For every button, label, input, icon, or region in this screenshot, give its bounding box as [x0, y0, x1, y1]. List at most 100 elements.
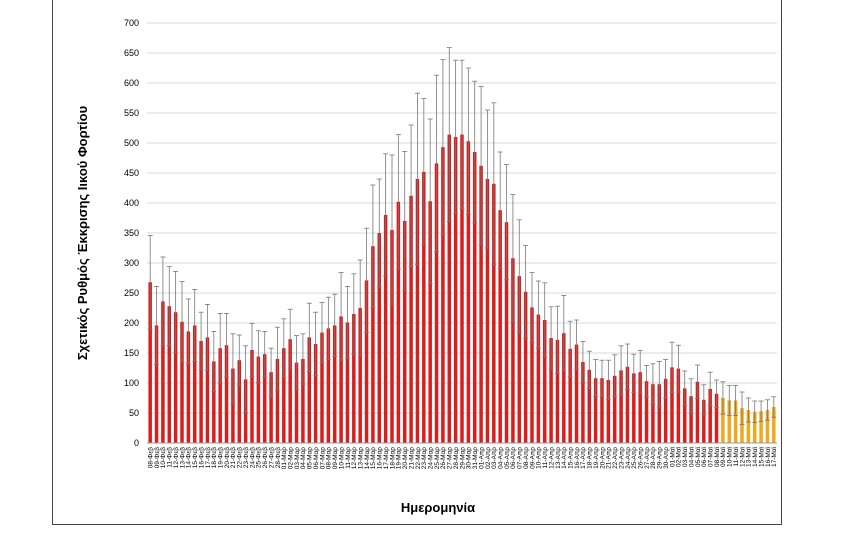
x-tick-label: 15-Μαϊ [758, 446, 765, 467]
x-tick-label: 22-Απρ [612, 447, 619, 469]
bar [453, 137, 458, 443]
x-tick-label: 16-Μαϊ [765, 446, 772, 467]
bar [740, 408, 744, 443]
x-tick-label: 08-Φεβ [147, 447, 154, 468]
x-tick-label: 25-Μαρ [434, 447, 441, 470]
x-tick-label: 10-Απρ [536, 447, 543, 469]
x-tick-label: 24-Φεβ [249, 447, 256, 468]
x-tick-label: 04-Μαρ [300, 447, 307, 470]
bar [549, 338, 553, 443]
x-tick-label: 21-Απρ [606, 447, 613, 469]
y-axis-ticks: 0 50 100 150 200 250 300 350 400 450 500 550 600 650 7… [124, 18, 139, 448]
bar [676, 368, 681, 443]
x-tick-label: 27-Μαρ [447, 447, 454, 470]
x-tick-label: 12-Φεβ [173, 447, 180, 468]
x-tick-label: 22-Μαρ [415, 447, 422, 470]
x-tick-label: 05-Μαρ [307, 447, 314, 470]
bar [332, 325, 337, 443]
y-tick-label: 250 [124, 288, 139, 298]
y-tick-label: 400 [124, 198, 139, 208]
x-tick-label: 08-Απρ [523, 447, 530, 469]
y-tick-label: 500 [124, 138, 139, 148]
x-tick-label: 07-Μαρ [319, 447, 326, 470]
x-tick-label: 06-Απρ [510, 447, 517, 469]
bar [383, 215, 388, 443]
bar [326, 328, 331, 443]
bar [320, 332, 324, 443]
x-tick-label: 28-Φεβ [275, 447, 282, 468]
x-tick-label: 29-Μαρ [459, 447, 466, 470]
x-tick-label: 17-Μαϊ [771, 446, 778, 467]
x-tick-label: 16-Φεβ [198, 447, 205, 468]
bar [352, 314, 356, 443]
bar [396, 201, 401, 443]
x-tick-label: 12-Μαρ [351, 447, 358, 470]
x-tick-label: 05-Μαϊ [695, 446, 702, 467]
bar [415, 179, 420, 443]
bar [364, 280, 369, 443]
bar [212, 361, 216, 443]
bar [422, 171, 426, 444]
x-axis-ticks: 08-Φεβ 09-Φεβ 10-Φεβ 11-Φεβ 12-Φεβ 13-Φεβ 14-Φ… [147, 446, 778, 469]
bar [313, 344, 318, 443]
bar [460, 134, 464, 443]
x-tick-label: 13-Μαϊ [746, 446, 753, 467]
y-tick-label: 600 [124, 78, 139, 88]
bar [536, 314, 541, 443]
bar [702, 399, 706, 443]
bar [695, 381, 700, 443]
x-tick-label: 03-Μαρ [294, 447, 301, 470]
bar [587, 369, 592, 443]
bar [714, 393, 719, 443]
x-tick-label: 13-Απρ [555, 447, 562, 469]
x-tick-label: 30-Μαρ [466, 447, 473, 470]
x-tick-label: 12-Μαϊ [739, 446, 746, 467]
bar [275, 359, 280, 443]
bar [651, 384, 655, 443]
y-tick-label: 650 [124, 48, 139, 58]
bar [218, 348, 222, 443]
bar [256, 356, 261, 443]
x-tick-label: 07-Μαϊ [707, 446, 714, 467]
x-tick-label: 10-Μαρ [338, 447, 345, 470]
x-tick-label: 23-Φεβ [243, 447, 250, 468]
x-tick-label: 01-Μαϊ [669, 446, 676, 467]
bar [765, 410, 770, 443]
bar [167, 306, 172, 443]
bar [721, 398, 725, 443]
bar [733, 400, 738, 443]
x-tick-label: 09-Απρ [529, 447, 536, 469]
x-axis-title: Ημερομηνία [401, 500, 475, 515]
x-tick-label: 23-Μαρ [421, 447, 428, 470]
x-tick-label: 31-Μαρ [472, 447, 479, 470]
x-tick-label: 28-Απρ [650, 447, 657, 469]
x-tick-label: 09-Μαϊ [720, 446, 727, 467]
bar [581, 362, 585, 443]
bar [523, 291, 528, 443]
y-tick-label: 200 [124, 318, 139, 328]
chart-frame: 0 50 100 150 200 250 300 350 400 450 500 550 600 650 7… [52, 0, 782, 525]
bar [205, 337, 210, 443]
bar [339, 316, 343, 443]
bar [759, 411, 763, 443]
x-tick-label: 17-Απρ [580, 447, 587, 469]
bar [434, 163, 439, 443]
bar [511, 258, 515, 443]
x-tick-label: 15-Φεβ [192, 447, 199, 468]
x-tick-label: 27-Φεβ [268, 447, 275, 468]
x-tick-label: 23-Απρ [618, 447, 625, 469]
bar [371, 246, 375, 443]
bar [632, 373, 636, 443]
bar [689, 396, 693, 443]
bar [345, 322, 350, 443]
bar [492, 183, 496, 444]
x-tick-label: 19-Μαρ [396, 447, 403, 470]
y-tick-label: 100 [124, 378, 139, 388]
bar [282, 348, 286, 443]
bar [772, 407, 776, 443]
x-tick-label: 30-Απρ [663, 447, 670, 469]
bar [148, 282, 152, 443]
x-tick-label: 26-Απρ [637, 447, 644, 469]
bar [154, 325, 159, 443]
bar [377, 233, 382, 443]
